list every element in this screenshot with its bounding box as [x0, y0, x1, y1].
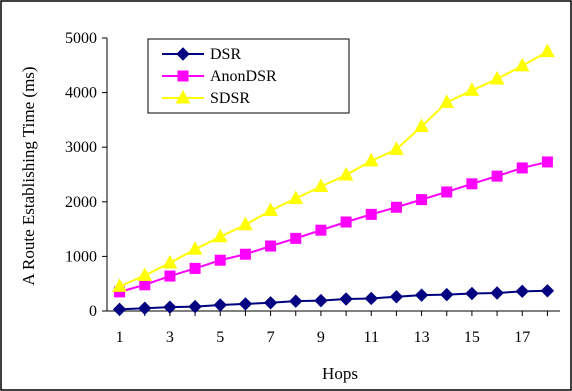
data-point-anondsr	[466, 178, 478, 190]
data-point-sdsr	[464, 82, 480, 96]
data-point-dsr	[364, 291, 378, 306]
series-layer	[112, 43, 555, 317]
data-point-sdsr	[389, 141, 404, 155]
data-point-anondsr	[290, 232, 302, 244]
data-point-anondsr	[239, 248, 251, 260]
x-tick-label: 9	[317, 329, 325, 346]
data-point-anondsr	[516, 162, 528, 174]
data-point-dsr	[465, 286, 479, 301]
data-point-anondsr	[365, 208, 377, 220]
data-point-sdsr	[489, 70, 505, 85]
legend-marker-anondsr	[177, 70, 189, 82]
series-dsr	[112, 284, 555, 317]
data-point-sdsr	[414, 118, 429, 132]
data-point-anondsr	[390, 201, 402, 213]
data-point-dsr	[540, 284, 555, 298]
legend-marker-sdsr	[175, 89, 191, 104]
data-point-anondsr	[315, 224, 327, 236]
y-axis-title: A Route Establishing Time (ms)	[19, 66, 38, 285]
data-point-dsr	[440, 287, 454, 302]
data-point-anondsr	[541, 156, 553, 168]
data-point-dsr	[138, 301, 152, 315]
x-tick-label: 17	[514, 329, 530, 346]
y-tick-label: 5000	[65, 30, 97, 47]
data-point-dsr	[163, 300, 177, 314]
data-point-anondsr	[441, 186, 453, 198]
data-point-sdsr	[112, 278, 127, 292]
data-point-sdsr	[162, 254, 178, 269]
legend-label-anondsr: AnonDSR	[210, 68, 277, 85]
data-point-sdsr	[439, 94, 455, 108]
series-anondsr	[114, 156, 553, 298]
data-point-sdsr	[514, 57, 530, 72]
y-tick-label: 4000	[65, 85, 97, 102]
data-point-anondsr	[214, 254, 226, 266]
data-point-sdsr	[137, 267, 153, 282]
data-point-dsr	[263, 296, 278, 310]
y-tick-label: 0	[89, 303, 97, 320]
x-tick-label: 7	[267, 329, 275, 346]
data-point-anondsr	[164, 270, 176, 282]
data-point-anondsr	[189, 262, 201, 274]
data-point-dsr	[515, 284, 529, 299]
data-point-sdsr	[313, 178, 329, 193]
data-point-dsr	[389, 290, 404, 304]
data-point-dsr	[289, 294, 303, 308]
data-point-anondsr	[265, 240, 277, 252]
legend-item-dsr: DSR	[162, 46, 241, 63]
x-tick-label: 5	[216, 329, 224, 346]
x-tick-label: 3	[166, 329, 174, 346]
data-point-sdsr	[540, 43, 555, 58]
data-point-sdsr	[338, 166, 354, 181]
data-point-dsr	[213, 298, 227, 312]
x-tick-label: 13	[414, 329, 430, 346]
legend: DSR AnonDSR SDSR	[147, 38, 350, 114]
legend-label-sdsr: SDSR	[210, 90, 250, 107]
data-point-anondsr	[139, 279, 151, 291]
data-point-sdsr	[263, 202, 278, 217]
data-point-anondsr	[416, 194, 428, 206]
data-point-dsr	[314, 293, 328, 308]
data-point-sdsr	[187, 241, 203, 255]
data-point-dsr	[414, 288, 429, 302]
series-sdsr	[112, 43, 555, 292]
y-tick-label: 3000	[65, 139, 97, 156]
data-point-dsr	[490, 286, 504, 300]
x-axis-title: Hops	[322, 364, 358, 383]
x-tick-label: 1	[116, 329, 124, 346]
data-point-dsr	[188, 299, 202, 314]
data-point-anondsr	[340, 216, 352, 228]
y-tick-label: 1000	[65, 248, 97, 265]
data-point-dsr	[112, 302, 127, 317]
data-point-dsr	[238, 297, 253, 311]
x-tick-label: 15	[464, 329, 480, 346]
legend-label-dsr: DSR	[210, 46, 241, 63]
data-point-anondsr	[491, 170, 503, 182]
data-point-dsr	[339, 292, 353, 306]
data-point-sdsr	[363, 152, 379, 167]
data-point-sdsr	[238, 216, 253, 231]
data-point-sdsr	[288, 190, 304, 205]
data-point-sdsr	[212, 228, 228, 243]
legend-marker-dsr	[176, 47, 190, 61]
x-tick-label: 11	[364, 329, 379, 346]
y-tick-label: 2000	[65, 194, 97, 211]
legend-item-anondsr: AnonDSR	[162, 68, 277, 85]
legend-item-sdsr: SDSR	[162, 89, 250, 107]
